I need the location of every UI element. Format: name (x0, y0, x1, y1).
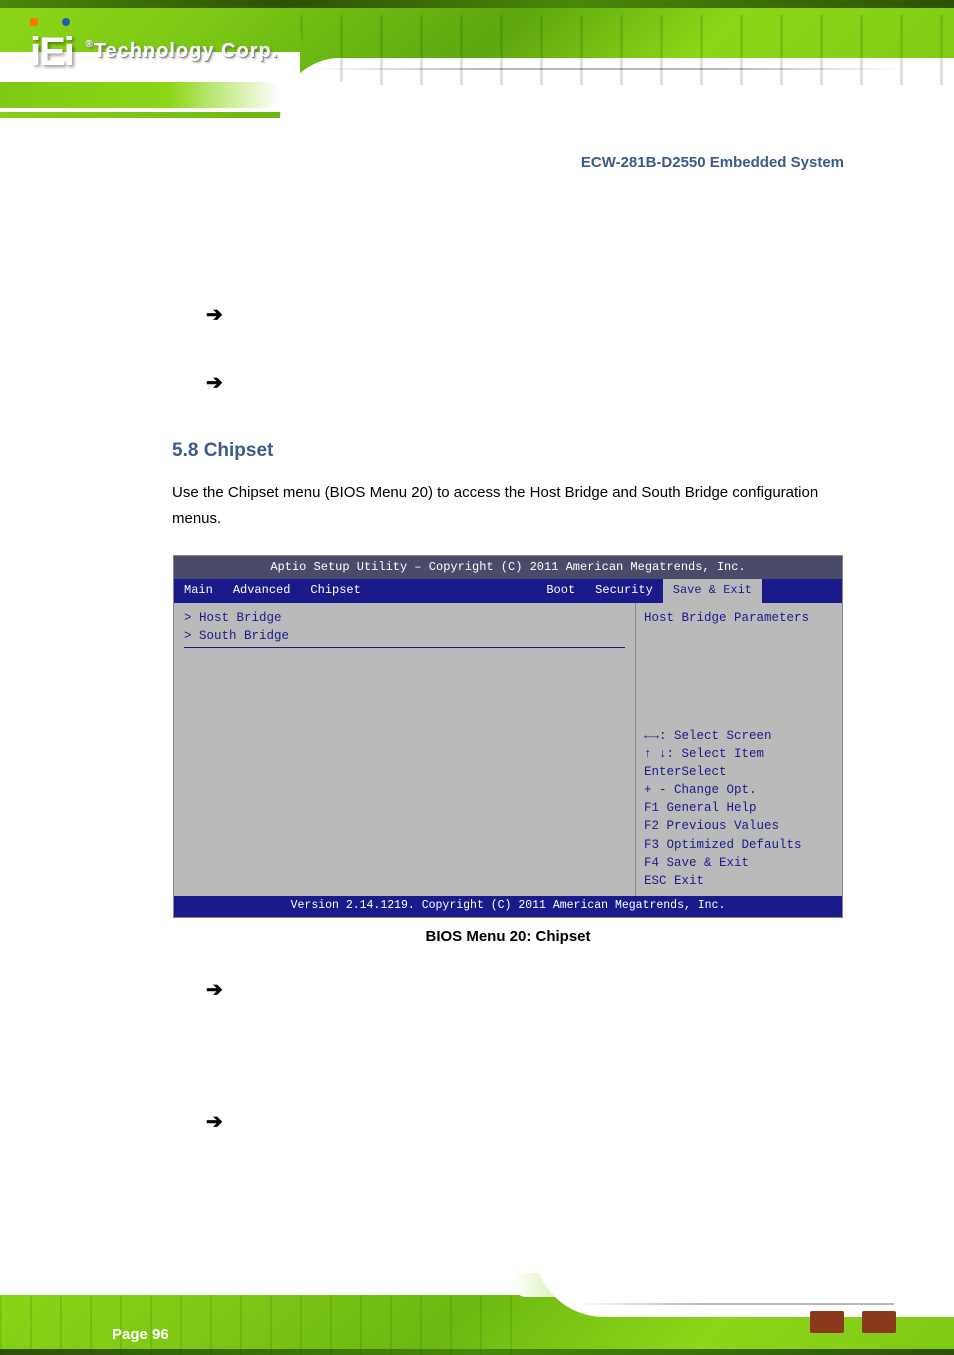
footer-curve (534, 1237, 954, 1317)
list-item: ➔ (172, 1105, 844, 1205)
bios-row: > Host Bridge (184, 609, 625, 627)
bios-tab: Boot (536, 579, 585, 602)
bios-right-pane: Host Bridge Parameters ←→: Select Screen… (636, 603, 842, 896)
arrow-bullet-icon: ➔ (206, 1109, 223, 1134)
logo-company: ®Technology Corp. (85, 40, 278, 62)
page-footer-banner: Page 96 (0, 1237, 954, 1355)
bios-divider (184, 647, 625, 648)
bios-caption: BIOS Menu 20: Chipset (172, 928, 844, 945)
footer-circuit-pattern (0, 1295, 540, 1355)
bios-tab: Security (585, 579, 663, 602)
arrow-bullet-icon: ➔ (206, 302, 223, 327)
logo-text: iEi (30, 30, 73, 75)
page-content: ➔ ➔ 5.8 Chipset Use the Chipset menu (BI… (0, 118, 954, 1205)
arrow-bullet-icon: ➔ (206, 370, 223, 395)
bios-help-line: EnterSelect (644, 763, 834, 781)
bios-help-line: F3 Optimized Defaults (644, 836, 834, 854)
bios-help-text: Host Bridge Parameters (644, 609, 834, 727)
bios-screenshot: Aptio Setup Utility – Copyright (C) 2011… (173, 555, 843, 918)
bios-title: Aptio Setup Utility – Copyright (C) 2011… (174, 556, 842, 579)
list-item: ➔ (172, 366, 844, 402)
section-text: Use the Chipset menu (BIOS Menu 20) to a… (172, 480, 844, 531)
footer-chip-icon (862, 1311, 896, 1333)
bios-help-line: ←→: Select Screen (644, 727, 834, 745)
bios-row: > South Bridge (184, 627, 625, 645)
bios-help-line: + - Change Opt. (644, 781, 834, 799)
bios-help-line: ↑ ↓: Select Item (644, 745, 834, 763)
bios-tab: Advanced (223, 579, 301, 602)
logo-dot-orange (30, 18, 38, 26)
header-curve (280, 58, 954, 118)
logo-dot-blue (62, 18, 70, 26)
bios-tab-row: Main Advanced Chipset Boot Security Save… (174, 579, 842, 602)
page-number: Page 96 (112, 1326, 169, 1343)
bios-tab: Chipset (300, 579, 536, 602)
bios-footer: Version 2.14.1219. Copyright (C) 2011 Am… (174, 896, 842, 917)
bios-left-pane: > Host Bridge > South Bridge (174, 603, 636, 896)
logo-block: iEi ®Technology Corp. (30, 12, 278, 75)
bios-help-line: F4 Save & Exit (644, 854, 834, 872)
arrow-bullet-icon: ➔ (206, 977, 223, 1002)
footer-chip-icon (810, 1311, 844, 1333)
bios-help-line: F2 Previous Values (644, 817, 834, 835)
list-item: ➔ (172, 973, 844, 1073)
bios-tab-spacer (762, 579, 842, 602)
bios-help-line: F1 General Help (644, 799, 834, 817)
bios-help-line: ESC Exit (644, 872, 834, 890)
bios-tab: Main (174, 579, 223, 602)
product-title: ECW-281B-D2550 Embedded System (581, 154, 844, 171)
page-header-banner: iEi ®Technology Corp. (0, 0, 954, 118)
bios-body: > Host Bridge > South Bridge Host Bridge… (174, 603, 842, 896)
section-heading: 5.8 Chipset (172, 440, 844, 462)
header-left-bar (0, 82, 280, 108)
list-item: ➔ (172, 298, 844, 334)
bios-tab-active: Save & Exit (663, 579, 762, 602)
